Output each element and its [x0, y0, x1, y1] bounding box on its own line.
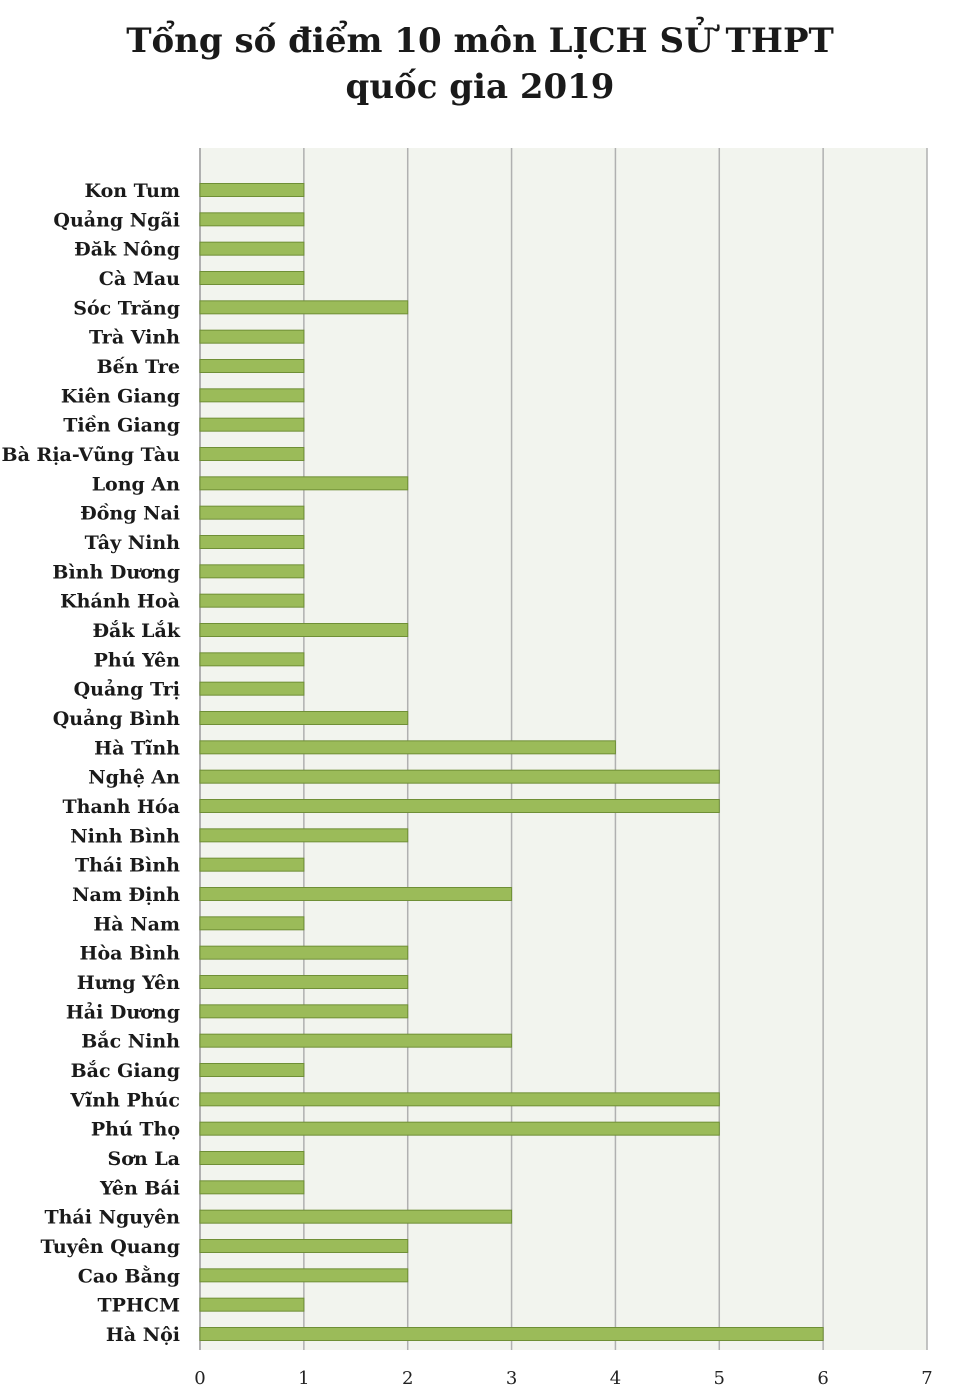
bar [199, 1297, 305, 1312]
x-tick-label: 2 [402, 1368, 413, 1389]
bar [199, 945, 409, 960]
bar [199, 916, 305, 931]
category-label: Bắc Giang [71, 1060, 180, 1082]
bars [199, 183, 824, 1341]
category-label: Tây Ninh [85, 532, 181, 554]
chart-title-block: Tổng số điểm 10 môn LỊCH SỬ THPT quốc gi… [0, 18, 960, 110]
bar [199, 857, 305, 872]
category-label: Trà Vinh [89, 327, 180, 349]
bar [199, 681, 305, 696]
bar [199, 183, 305, 197]
category-label: Sơn La [108, 1148, 181, 1170]
category-label: Tiền Giang [63, 415, 180, 437]
bar [199, 1327, 824, 1341]
category-labels: Kon Tum Quảng Ngãi Đăk Nông Cà Mau Sóc Trăng… [2, 180, 181, 1346]
category-label: Hà Tĩnh [94, 737, 180, 759]
bar [199, 1033, 513, 1048]
bar [199, 505, 305, 520]
category-label: Ninh Bình [70, 825, 180, 847]
category-label: Thái Nguyên [44, 1207, 180, 1229]
chart-title: Tổng số điểm 10 môn LỊCH SỬ THPT [126, 21, 834, 61]
bar [199, 1121, 720, 1136]
category-label: Nghệ An [88, 767, 180, 789]
bar [199, 329, 305, 344]
x-tick-label: 0 [194, 1368, 205, 1389]
bar [199, 417, 305, 432]
category-label: Đăk Nông [74, 239, 180, 261]
bar [199, 1180, 305, 1195]
category-label: Nam Định [72, 884, 180, 906]
category-label: Khánh Hoà [60, 591, 180, 613]
category-label: Hà Nam [93, 913, 180, 935]
bar [199, 535, 305, 549]
x-tick-label: 3 [506, 1368, 517, 1389]
bar [199, 359, 305, 373]
x-tick-label: 4 [610, 1368, 621, 1389]
category-label: Hưng Yên [77, 972, 180, 994]
bar [199, 652, 305, 667]
category-label: Long An [92, 473, 180, 495]
category-label: Bà Rịa-Vũng Tàu [2, 444, 181, 466]
bar [199, 388, 305, 403]
bar [199, 1239, 409, 1253]
chart-subtitle: quốc gia 2019 [345, 67, 615, 107]
bar [199, 1209, 513, 1224]
category-label: Sóc Trăng [73, 297, 180, 319]
bar [199, 300, 409, 315]
category-label: Hải Dương [66, 1001, 180, 1023]
bar [199, 212, 305, 227]
bar [199, 769, 720, 784]
category-label: Quảng Bình [53, 708, 180, 730]
x-tick-label: 7 [921, 1368, 932, 1389]
category-label: Yên Bái [99, 1177, 180, 1199]
category-label: Bình Dương [52, 561, 180, 583]
bar [199, 975, 409, 989]
bar [199, 241, 305, 256]
x-tick-labels: 0 1 2 3 4 5 6 7 [194, 1368, 932, 1389]
category-label: Hà Nội [106, 1324, 180, 1346]
category-label: TPHCM [97, 1295, 180, 1317]
bar [199, 887, 513, 901]
bar [199, 799, 720, 813]
category-label: Bến Tre [97, 356, 180, 378]
x-tick-label: 1 [298, 1368, 309, 1389]
category-label: Phú Thọ [91, 1119, 180, 1141]
bar [199, 1151, 305, 1165]
category-label: Thái Bình [75, 855, 180, 877]
bar [199, 271, 305, 285]
bar [199, 447, 305, 461]
category-label: Phú Yên [94, 649, 181, 671]
bar [199, 593, 305, 608]
bar [199, 828, 409, 843]
category-label: Cao Bằng [78, 1265, 180, 1287]
x-tick-label: 5 [714, 1368, 725, 1389]
category-label: Thanh Hóa [63, 796, 180, 818]
bar [199, 711, 409, 725]
category-label: Đắk Lắk [92, 620, 180, 642]
bar [199, 1004, 409, 1019]
bar [199, 1268, 409, 1283]
x-tick-label: 6 [817, 1368, 828, 1389]
bar [199, 1092, 720, 1107]
category-label: Đồng Nai [80, 503, 180, 525]
category-label: Tuyên Quang [40, 1236, 180, 1258]
bar [199, 1063, 305, 1077]
category-label: Kiên Giang [61, 385, 180, 407]
category-label: Bắc Ninh [81, 1031, 180, 1053]
bar [199, 476, 409, 491]
category-label: Cà Mau [99, 268, 180, 290]
bar [199, 564, 305, 579]
bar [199, 740, 616, 755]
category-label: Hòa Bình [80, 943, 181, 965]
category-label: Vĩnh Phúc [69, 1089, 180, 1111]
category-label: Quảng Trị [74, 679, 180, 701]
bar [199, 623, 409, 637]
category-label: Kon Tum [84, 180, 180, 202]
category-label: Quảng Ngãi [53, 209, 180, 231]
